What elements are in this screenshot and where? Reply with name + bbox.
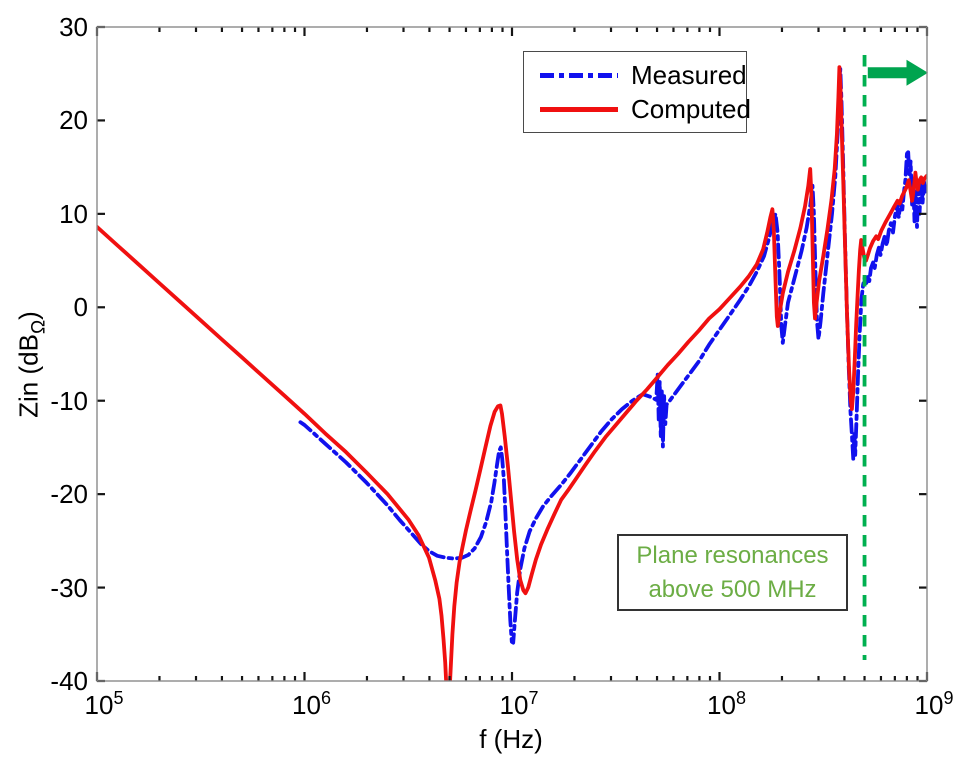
y-tick-label: 10 (59, 198, 88, 229)
computed-line-sample-icon (540, 106, 618, 112)
plot-box (96, 26, 928, 682)
x-axis-label: f (Hz) (479, 724, 543, 754)
plane-resonance-note: Plane resonances above 500 MHz (617, 534, 848, 611)
y-tick-label: 20 (59, 105, 88, 136)
y-tick-label: -20 (50, 479, 88, 510)
right-arrow-icon (867, 59, 928, 86)
computed-curve (97, 65, 927, 681)
note-line-1: Plane resonances (636, 541, 829, 569)
y-tick-label: 0 (73, 292, 88, 323)
note-line-2: above 500 MHz (648, 575, 817, 603)
legend-label-computed: Computed (631, 93, 751, 124)
legend-label-measured: Measured (631, 59, 747, 90)
x-tick-label: 106 (292, 688, 331, 720)
legend: Measured Computed (523, 51, 751, 133)
measured-line-sample-icon (540, 72, 618, 78)
y-tick-label: -40 (50, 666, 88, 696)
legend-item-computed: Computed (540, 94, 751, 125)
x-tick-label: 108 (707, 688, 746, 720)
x-tick-label: 109 (914, 688, 954, 720)
measured-curve (298, 67, 927, 645)
x-tick-label: 107 (499, 688, 539, 720)
axis-ticks (95, 25, 929, 683)
y-tick-label: -30 (50, 572, 88, 603)
y-tick-label: 30 (59, 12, 88, 42)
x-tick-label: 105 (84, 688, 124, 720)
legend-item-measured: Measured (540, 59, 747, 91)
y-tick-label: -10 (50, 385, 88, 416)
